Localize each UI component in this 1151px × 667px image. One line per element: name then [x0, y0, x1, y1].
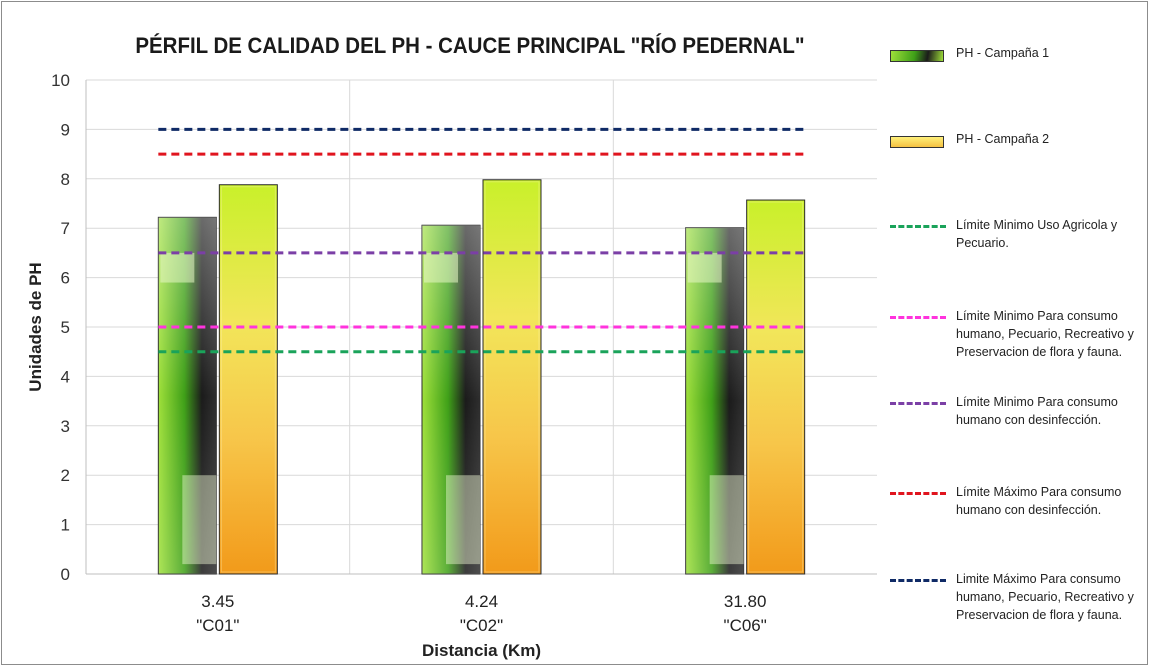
reference-lines — [158, 127, 805, 354]
bar-highlight — [182, 475, 217, 565]
bar-highlight — [687, 252, 722, 283]
legend-line-swatch — [890, 402, 946, 405]
y-tick-label: 10 — [51, 71, 70, 90]
x-tick-code: "C02" — [460, 616, 503, 635]
legend-line-swatch — [890, 316, 946, 319]
bar-highlight — [709, 475, 744, 565]
bar-sheen — [484, 181, 540, 573]
bar-campaign-2 — [746, 199, 806, 575]
y-tick-label: 7 — [61, 219, 70, 238]
x-tick-distance: 4.24 — [465, 592, 498, 611]
x-tick-distance: 31.80 — [724, 592, 767, 611]
chart-title: PÉRFIL DE CALIDAD DEL PH - CAUCE PRINCIP… — [135, 33, 805, 58]
legend-bar-swatch — [890, 136, 944, 148]
bar-campaign-2 — [482, 179, 542, 575]
bars — [157, 179, 806, 575]
bar-sheen — [748, 201, 804, 573]
y-axis-title: Unidades de PH — [26, 262, 45, 391]
legend-bar-swatch — [890, 50, 944, 62]
x-tick-distance: 3.45 — [201, 592, 234, 611]
x-tick-code: "C01" — [196, 616, 239, 635]
axes — [85, 80, 877, 575]
bar-highlight — [446, 475, 480, 565]
legend-label: PH - Campaña 2 — [956, 132, 1050, 146]
legend-line-swatch — [890, 225, 946, 228]
legend-line-swatch — [890, 579, 946, 582]
legend-line-swatch — [890, 492, 946, 495]
y-tick-label: 9 — [61, 120, 70, 139]
y-tick-label: 4 — [61, 367, 70, 386]
y-tick-label: 1 — [61, 516, 70, 535]
legend: PH - Campaña 1 PH - Campaña 2 Límite Minim… — [890, 0, 1145, 667]
x-axis-title: Distancia (Km) — [422, 641, 541, 660]
y-tick-label: 5 — [61, 318, 70, 337]
y-tick-label: 6 — [61, 269, 70, 288]
legend-label: PH - Campaña 1 — [956, 46, 1050, 60]
x-tick-code: "C06" — [724, 616, 767, 635]
bar-highlight — [160, 252, 195, 283]
bar-sheen — [220, 186, 276, 573]
bar-campaign-2 — [218, 184, 278, 575]
legend-label: Limite Máximo Para consumo humano, Pecua… — [956, 572, 1134, 622]
y-tick-label: 3 — [61, 417, 70, 436]
legend-label: Límite Minimo Uso Agricola y Pecuario. — [956, 218, 1118, 250]
legend-label: Límite Minimo Para consumo humano, Pecua… — [956, 309, 1134, 359]
bar-highlight — [424, 252, 458, 283]
y-tick-label: 2 — [61, 466, 70, 485]
bar-sheen — [422, 225, 480, 574]
legend-label: Límite Máximo Para consumo humano con de… — [956, 485, 1122, 517]
bar-sheen — [685, 227, 744, 574]
legend-label: Límite Minimo Para consumo humano con de… — [956, 395, 1118, 427]
y-tick-label: 8 — [61, 170, 70, 189]
y-tick-label: 0 — [61, 565, 70, 584]
axis-labels: 0 1 2 3 4 5 6 7 8 9 10 3.45 "C01" 4.24 "C02" 31.80 "C06"… — [26, 71, 767, 660]
